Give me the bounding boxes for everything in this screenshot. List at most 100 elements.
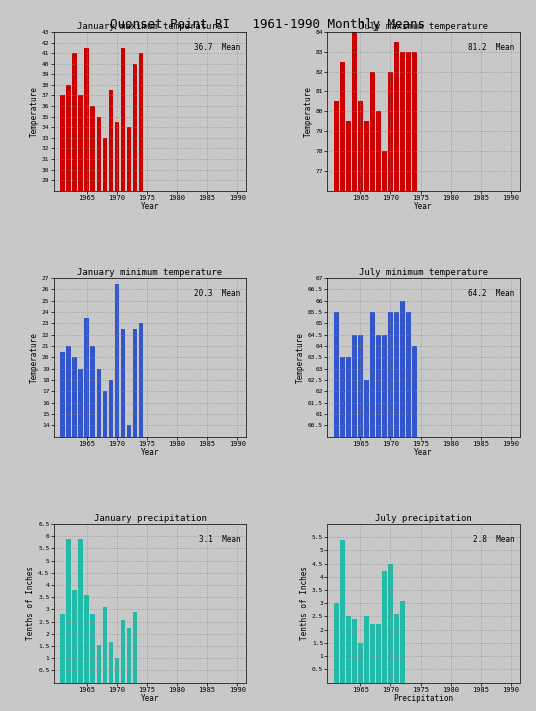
Bar: [91, 614, 95, 683]
Title: July maximum temperature: July maximum temperature: [359, 22, 488, 31]
Bar: [109, 380, 113, 584]
Y-axis label: Temperature: Temperature: [30, 332, 39, 383]
Bar: [352, 32, 356, 711]
Text: Quonset Point RI   1961-1990 Monthly Means: Quonset Point RI 1961-1990 Monthly Means: [110, 18, 426, 31]
Bar: [334, 603, 339, 683]
Bar: [91, 346, 95, 584]
X-axis label: Year: Year: [140, 202, 159, 211]
Bar: [334, 312, 339, 711]
Text: 81.2  Mean: 81.2 Mean: [468, 43, 514, 52]
Bar: [115, 122, 119, 487]
Title: July precipitation: July precipitation: [375, 514, 472, 523]
Bar: [102, 391, 107, 584]
Bar: [78, 95, 83, 487]
Bar: [96, 368, 101, 584]
X-axis label: Year: Year: [140, 448, 159, 457]
Bar: [376, 335, 381, 711]
Bar: [406, 312, 411, 711]
Y-axis label: Temperature: Temperature: [304, 86, 313, 137]
Bar: [364, 122, 369, 711]
Bar: [72, 53, 77, 487]
Bar: [126, 425, 131, 584]
Bar: [132, 611, 137, 683]
Bar: [66, 85, 71, 487]
Bar: [139, 53, 143, 487]
Bar: [370, 312, 375, 711]
Y-axis label: Tenths of Inches: Tenths of Inches: [300, 566, 309, 640]
Bar: [352, 335, 356, 711]
Bar: [382, 335, 386, 711]
Bar: [358, 335, 362, 711]
Bar: [85, 48, 89, 487]
Bar: [412, 52, 417, 711]
Y-axis label: Temperature: Temperature: [30, 86, 39, 137]
Bar: [109, 642, 113, 683]
Bar: [388, 312, 393, 711]
Text: 20.3  Mean: 20.3 Mean: [194, 289, 241, 298]
Bar: [85, 318, 89, 584]
Bar: [66, 538, 71, 683]
Bar: [72, 590, 77, 683]
Bar: [126, 628, 131, 683]
Y-axis label: Tenths of Inches: Tenths of Inches: [26, 566, 35, 640]
Bar: [66, 346, 71, 584]
Bar: [72, 358, 77, 584]
Title: January minimum temperature: January minimum temperature: [77, 268, 222, 277]
Text: 64.2  Mean: 64.2 Mean: [468, 289, 514, 298]
Bar: [364, 616, 369, 683]
Bar: [346, 122, 351, 711]
Bar: [102, 607, 107, 683]
Bar: [346, 358, 351, 711]
Bar: [382, 151, 386, 711]
Text: 36.7  Mean: 36.7 Mean: [194, 43, 241, 52]
Bar: [340, 62, 345, 711]
Bar: [121, 48, 125, 487]
Bar: [126, 127, 131, 487]
Bar: [96, 117, 101, 487]
Bar: [85, 594, 89, 683]
Title: January maximum temperature: January maximum temperature: [77, 22, 222, 31]
Bar: [132, 64, 137, 487]
Bar: [370, 72, 375, 711]
Bar: [376, 624, 381, 683]
X-axis label: Year: Year: [140, 694, 159, 703]
Bar: [370, 624, 375, 683]
Bar: [115, 658, 119, 683]
Bar: [334, 102, 339, 711]
Bar: [115, 284, 119, 584]
Bar: [121, 620, 125, 683]
Y-axis label: Temperature: Temperature: [296, 332, 306, 383]
Bar: [394, 42, 399, 711]
Bar: [102, 138, 107, 487]
X-axis label: Precipitation: Precipitation: [393, 694, 453, 703]
Bar: [400, 601, 405, 683]
Bar: [406, 52, 411, 711]
Bar: [400, 52, 405, 711]
Bar: [388, 72, 393, 711]
Text: 3.1  Mean: 3.1 Mean: [199, 535, 241, 544]
Bar: [61, 352, 65, 584]
Bar: [109, 90, 113, 487]
Bar: [400, 301, 405, 711]
Bar: [78, 368, 83, 584]
Bar: [382, 572, 386, 683]
Bar: [78, 538, 83, 683]
Bar: [346, 616, 351, 683]
Bar: [376, 112, 381, 711]
Bar: [412, 346, 417, 711]
Bar: [352, 619, 356, 683]
Title: January precipitation: January precipitation: [93, 514, 206, 523]
Bar: [61, 95, 65, 487]
Text: 2.8  Mean: 2.8 Mean: [473, 535, 514, 544]
Bar: [340, 358, 345, 711]
X-axis label: Year: Year: [414, 448, 433, 457]
Bar: [358, 102, 362, 711]
Bar: [121, 329, 125, 584]
Bar: [91, 106, 95, 487]
Bar: [139, 324, 143, 584]
Bar: [388, 564, 393, 683]
X-axis label: Year: Year: [414, 202, 433, 211]
Bar: [96, 645, 101, 683]
Bar: [132, 329, 137, 584]
Bar: [61, 614, 65, 683]
